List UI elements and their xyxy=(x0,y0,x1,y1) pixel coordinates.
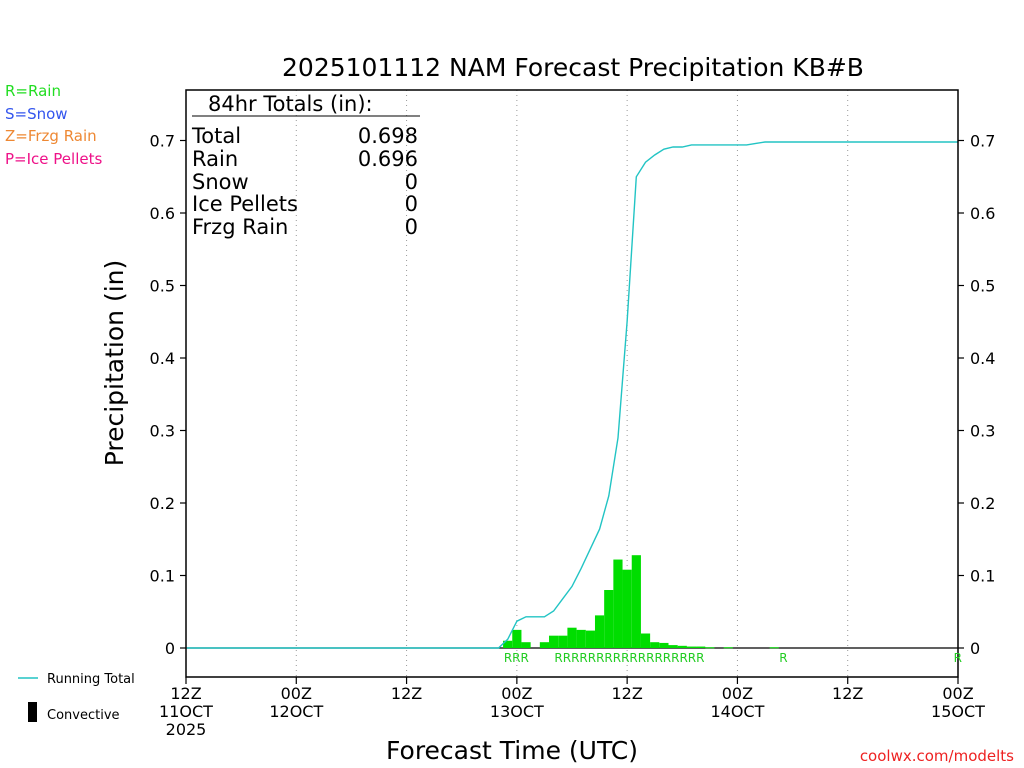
key-snow: S=Snow xyxy=(5,105,68,123)
precip-bar xyxy=(677,645,687,648)
totals-label-frzg-rain: Frzg Rain xyxy=(192,215,288,239)
totals-label-ice-pellets: Ice Pellets xyxy=(192,192,298,216)
precip-bar xyxy=(622,569,632,648)
totals-header: 84hr Totals (in): xyxy=(208,92,373,116)
y-tick-label-left: 0.3 xyxy=(150,422,175,441)
running-total-line xyxy=(186,141,958,649)
precip-bar xyxy=(696,646,706,648)
totals-label-snow: Snow xyxy=(192,170,249,194)
y-axis-label: Precipitation (in) xyxy=(100,260,129,467)
precip-bar xyxy=(613,559,623,648)
precip-bar xyxy=(705,647,715,649)
precip-bar xyxy=(567,627,577,648)
grid-lines xyxy=(295,90,849,677)
ptype-marker: RRRRRRRRRRRRRRRRRR xyxy=(554,651,704,665)
precip-bar xyxy=(640,633,651,648)
ptype-marker: R xyxy=(954,651,962,665)
x-tick-label: 12Z xyxy=(170,684,201,703)
totals-value-total: 0.698 xyxy=(358,124,418,148)
totals-label-rain: Rain xyxy=(192,147,238,171)
y-tick-label-right: 0.2 xyxy=(970,494,995,513)
x-tick-label: 12Z xyxy=(391,684,422,703)
totals-label-total: Total xyxy=(191,124,241,148)
y-tick-label-left: 0.1 xyxy=(150,567,175,586)
precip-bar xyxy=(650,642,660,648)
precip-bar xyxy=(668,645,678,648)
precip-bar xyxy=(594,615,605,648)
y-tick-label-right: 0.1 xyxy=(970,567,995,586)
totals-value-ice-pellets: 0 xyxy=(405,192,418,216)
ptype-markers: RRR RRRRRRRRRRRRRRRRRR R R xyxy=(504,651,962,665)
running-total-legend-label: Running Total xyxy=(47,672,135,687)
x-axis-label: Forecast Time (UTC) xyxy=(386,736,638,765)
precip-bar xyxy=(512,629,522,648)
precip-bar xyxy=(659,642,669,648)
y-tick-label-left: 0 xyxy=(165,639,175,658)
x-tick-label: 00Z xyxy=(501,684,532,703)
y-tick-label-left: 0.4 xyxy=(150,349,175,368)
totals-value-snow: 0 xyxy=(405,170,418,194)
x-tick-label: 13OCT xyxy=(490,702,544,721)
precip-bar xyxy=(503,640,513,648)
ptype-marker: R xyxy=(779,651,787,665)
x-tick-label: 12Z xyxy=(832,684,863,703)
y-tick-label-right: 0.4 xyxy=(970,349,995,368)
y-tick-label-right: 0 xyxy=(970,639,980,658)
precip-bar xyxy=(549,635,559,648)
ptype-marker: RRR xyxy=(504,651,529,665)
precip-bar xyxy=(576,629,586,648)
precip-bar xyxy=(769,647,779,649)
x-tick-label: 00Z xyxy=(942,684,973,703)
plot-frame xyxy=(185,89,959,678)
key-frzg-rain: Z=Frzg Rain xyxy=(5,127,97,145)
totals-value-rain: 0.696 xyxy=(358,147,418,171)
totals-box: 84hr Totals (in): Total 0.698 Rain 0.696… xyxy=(191,92,420,239)
precip-bar xyxy=(539,642,550,648)
y-tick-label-left: 0.6 xyxy=(150,204,175,223)
y-tick-label-right: 0.3 xyxy=(970,422,995,441)
y-tick-label-right: 0.6 xyxy=(970,204,995,223)
key-ice-pellets: P=Ice Pellets xyxy=(5,150,102,168)
y-tick-label-left: 0.2 xyxy=(150,494,175,513)
convective-legend-swatch xyxy=(28,702,37,722)
x-tick-label: 12OCT xyxy=(269,702,323,721)
precip-bars xyxy=(503,555,779,649)
convective-legend-label: Convective xyxy=(47,708,120,723)
x-tick-label: 00Z xyxy=(281,684,312,703)
precip-bar xyxy=(686,646,697,648)
precip-bar xyxy=(585,630,595,648)
precip-bar xyxy=(604,590,614,648)
x-tick-label: 14OCT xyxy=(710,702,764,721)
totals-value-frzg-rain: 0 xyxy=(405,215,418,239)
credit-text: coolwx.com/modelts xyxy=(860,747,1014,765)
precip-bar xyxy=(521,642,531,648)
x-tick-label: 11OCT xyxy=(159,702,213,721)
precip-bar xyxy=(723,647,733,649)
precip-bar xyxy=(631,555,641,648)
x-tick-label: 00Z xyxy=(722,684,753,703)
precip-bar xyxy=(558,635,568,648)
x-tick-label: 2025 xyxy=(166,720,207,739)
y-tick-label-right: 0.5 xyxy=(970,277,995,296)
chart-title: 2025101112 NAM Forecast Precipitation KB… xyxy=(282,53,864,82)
y-tick-label-left: 0.5 xyxy=(150,277,175,296)
y-tick-label-left: 0.7 xyxy=(150,132,175,151)
key-rain: R=Rain xyxy=(5,82,61,100)
y-axis: 0 00.1 0.10.2 0.20.3 0.30.4 0.40.5 0.50.6 0.60.… xyxy=(150,132,996,659)
x-tick-label: 12Z xyxy=(611,684,642,703)
y-tick-label-right: 0.7 xyxy=(970,132,995,151)
x-tick-label: 15OCT xyxy=(931,702,985,721)
